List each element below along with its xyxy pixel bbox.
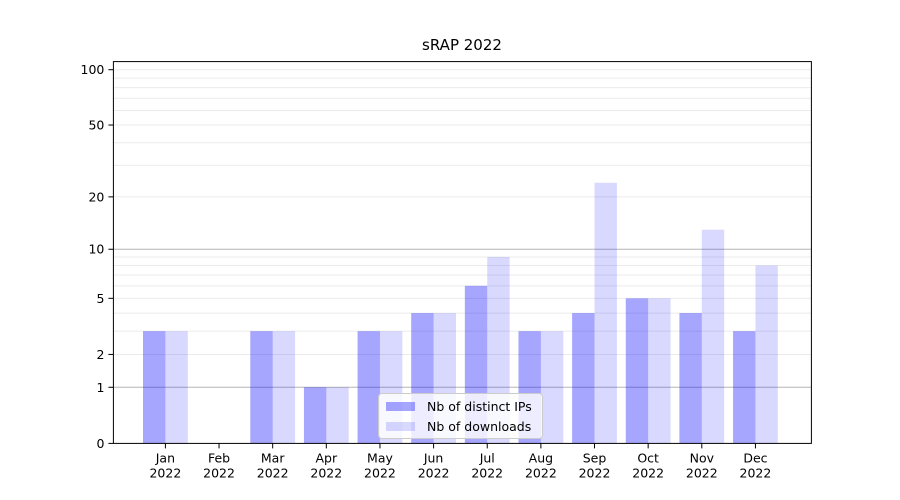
x-tick-label-year-sep-2022: 2022	[579, 465, 611, 480]
legend-label-downloads: Nb of downloads	[427, 418, 532, 434]
chart-title: sRAP 2022	[422, 36, 502, 54]
bar-downloads-jan-2022	[165, 331, 188, 444]
legend-label-distinct-ips: Nb of distinct IPs	[427, 398, 532, 414]
legend-entry-distinct-ips: Nb of distinct IPs	[386, 399, 534, 414]
bar-downloads-oct-2022	[648, 298, 671, 444]
y-tick-label-5: 5	[96, 291, 104, 306]
x-tick-label-year-jul-2022: 2022	[471, 465, 503, 480]
bar-downloads-nov-2022	[701, 229, 725, 444]
legend-entry-downloads: Nb of downloads	[386, 419, 534, 434]
x-tick-label-oct-2022: Oct	[637, 450, 659, 465]
bar-downloads-apr-2022	[326, 387, 349, 444]
x-tick-label-sep-2022: Sep	[583, 450, 607, 465]
legend: Nb of distinct IPs Nb of downloads	[378, 393, 543, 439]
x-tick-label-jan-2022: Jan	[155, 450, 175, 465]
x-tick-label-mar-2022: Mar	[261, 450, 285, 465]
x-tick-label-feb-2022: Feb	[208, 450, 230, 465]
x-tick-label-jun-2022: Jun	[423, 450, 444, 465]
bar-downloads-sep-2022	[594, 182, 617, 444]
x-tick-label-year-dec-2022: 2022	[740, 465, 772, 480]
y-tick-label-10: 10	[88, 242, 104, 257]
plot-border	[112, 61, 812, 444]
x-tick-label-year-aug-2022: 2022	[525, 465, 557, 480]
bar-distinct-ips-apr-2022	[303, 387, 327, 444]
x-tick-label-nov-2022: Nov	[690, 450, 715, 465]
bar-distinct-ips-oct-2022	[625, 298, 649, 444]
x-tick-label-year-oct-2022: 2022	[632, 465, 664, 480]
x-tick-label-year-jun-2022: 2022	[418, 465, 450, 480]
y-tick-label-20: 20	[88, 189, 104, 204]
x-tick-label-year-apr-2022: 2022	[310, 465, 342, 480]
bar-distinct-ips-may-2022	[357, 331, 380, 444]
x-tick-label-may-2022: May	[367, 450, 393, 465]
x-tick-label-year-nov-2022: 2022	[686, 465, 718, 480]
x-tick-label-year-feb-2022: 2022	[203, 465, 235, 480]
x-tick-label-apr-2022: Apr	[316, 450, 338, 465]
bar-distinct-ips-mar-2022	[250, 331, 273, 444]
bar-distinct-ips-nov-2022	[679, 313, 702, 444]
x-tick-label-jul-2022: Jul	[479, 450, 495, 465]
x-tick-label-dec-2022: Dec	[743, 450, 767, 465]
y-tick-label-50: 50	[88, 118, 104, 133]
x-tick-label-year-mar-2022: 2022	[257, 465, 289, 480]
y-tick-label-2: 2	[96, 347, 104, 362]
bar-distinct-ips-dec-2022	[733, 331, 756, 444]
x-tick-label-year-jan-2022: 2022	[149, 465, 181, 480]
bar-distinct-ips-jan-2022	[143, 331, 166, 444]
bar-distinct-ips-sep-2022	[572, 313, 595, 444]
y-tick-label-1: 1	[96, 380, 104, 395]
legend-swatch-distinct-ips	[386, 401, 415, 411]
x-tick-label-year-may-2022: 2022	[364, 465, 396, 480]
bar-downloads-mar-2022	[272, 331, 296, 444]
legend-swatch-downloads	[386, 421, 415, 431]
bar-downloads-dec-2022	[755, 265, 778, 444]
x-tick-label-aug-2022: Aug	[529, 450, 553, 465]
bar-downloads-aug-2022	[540, 331, 564, 444]
y-tick-label-100: 100	[81, 62, 105, 77]
y-tick-label-0: 0	[96, 436, 104, 451]
